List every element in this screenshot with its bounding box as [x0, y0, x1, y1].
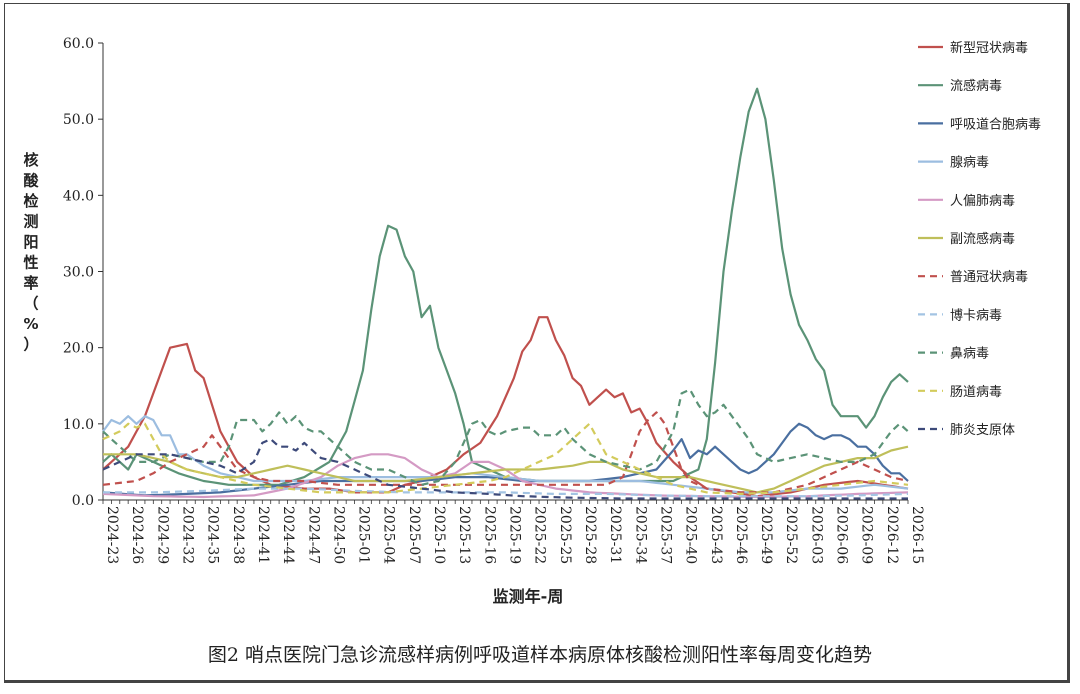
x-tick-label: 2024-23 [104, 506, 120, 564]
legend-label: 副流感病毒 [950, 231, 1015, 247]
x-tick-label: 2025-22 [532, 506, 548, 564]
x-tick-label: 2024-50 [330, 506, 346, 564]
x-tick-label: 2024-41 [255, 506, 271, 564]
series-line-9 [102, 422, 909, 495]
series-line-5 [103, 445, 909, 494]
x-tick-label: 2025-37 [657, 506, 673, 564]
series-line-1 [102, 87, 909, 486]
chart-series-lines [102, 87, 909, 500]
x-tick-label: 2025-01 [356, 506, 372, 564]
legend-label: 肺炎支原体 [950, 423, 1015, 438]
x-tick-label: 2024-38 [230, 506, 246, 564]
x-axis-label: 监测年-周 [493, 587, 564, 606]
x-tick-label: 2026-15 [909, 506, 925, 564]
series-line-10 [102, 438, 908, 500]
x-tick-label: 2025-34 [632, 506, 648, 564]
x-tick-label: 2024-47 [305, 506, 321, 564]
x-tick-label: 2026-09 [859, 506, 875, 564]
y-tick-label: 30.0 [63, 265, 94, 281]
series-line-3 [102, 415, 909, 494]
x-tick-label: 2024-32 [179, 506, 195, 564]
x-axis-ticks: 2024-23 2024-26 2024-29 2024-32 2024-35 2024-… [102, 500, 925, 564]
x-tick-label: 2025-31 [607, 506, 623, 564]
x-tick-label: 2025-04 [381, 506, 397, 564]
x-tick-label: 2025-10 [431, 506, 447, 564]
chart-frame [4, 3, 1070, 683]
legend-label: 新型冠状病毒 [950, 40, 1028, 56]
x-tick-label: 2025-13 [456, 506, 472, 564]
x-tick-label: 2025-25 [557, 506, 573, 564]
x-tick-label: 2025-19 [507, 506, 523, 564]
x-tick-label: 2025-40 [683, 506, 699, 564]
y-tick-label: 20.0 [63, 341, 94, 357]
figure-caption: 图2 哨点医院门急诊流感样病例呼吸道样本病原体核酸检测阳性率每周变化趋势 [207, 644, 873, 666]
legend-label: 呼吸道合胞病毒 [950, 117, 1041, 132]
y-axis-label: 核酸检测阳性率（%） [23, 151, 39, 354]
series-line-7 [103, 487, 909, 498]
x-tick-label: 2026-12 [884, 506, 900, 564]
series-line-2 [102, 422, 909, 497]
y-tick-label: 0.0 [72, 493, 94, 509]
legend-label: 人偏肺病毒 [950, 194, 1015, 209]
series-line-8 [102, 388, 909, 486]
x-tick-label: 2025-46 [733, 506, 749, 564]
series-line-6 [102, 411, 909, 494]
x-tick-label: 2025-07 [406, 506, 422, 564]
legend-label: 肠道病毒 [950, 385, 1002, 400]
x-tick-label: 2025-16 [481, 506, 497, 564]
legend-label: 博卡病毒 [950, 308, 1002, 323]
legend-label: 普通冠状病毒 [950, 270, 1028, 285]
y-tick-label: 40.0 [63, 188, 94, 204]
series-line-0 [102, 316, 909, 498]
x-tick-label: 2024-26 [129, 506, 145, 564]
x-tick-label: 2025-28 [582, 506, 598, 564]
x-tick-label: 2024-29 [154, 506, 170, 564]
legend-label: 流感病毒 [950, 78, 1002, 94]
x-tick-label: 2024-44 [280, 506, 296, 564]
x-tick-label: 2026-03 [808, 506, 824, 564]
chart-legend: 新型冠状病毒流感病毒呼吸道合胞病毒腺病毒人偏肺病毒副流感病毒普通冠状病毒博卡病毒… [918, 40, 1041, 438]
x-tick-label: 2025-43 [708, 506, 724, 564]
x-tick-label: 2026-06 [834, 506, 850, 564]
y-axis-ticks: 0.0 10.0 20.0 30.0 40.0 50.0 60.0 [63, 36, 103, 509]
y-tick-label: 50.0 [63, 112, 94, 128]
x-tick-label: 2025-52 [783, 506, 799, 564]
y-tick-label: 60.0 [63, 36, 94, 52]
x-tick-label: 2025-49 [758, 506, 774, 564]
legend-label: 鼻病毒 [950, 346, 989, 362]
legend-label: 腺病毒 [950, 156, 989, 171]
y-tick-label: 10.0 [63, 417, 94, 433]
x-tick-label: 2024-35 [205, 506, 221, 564]
